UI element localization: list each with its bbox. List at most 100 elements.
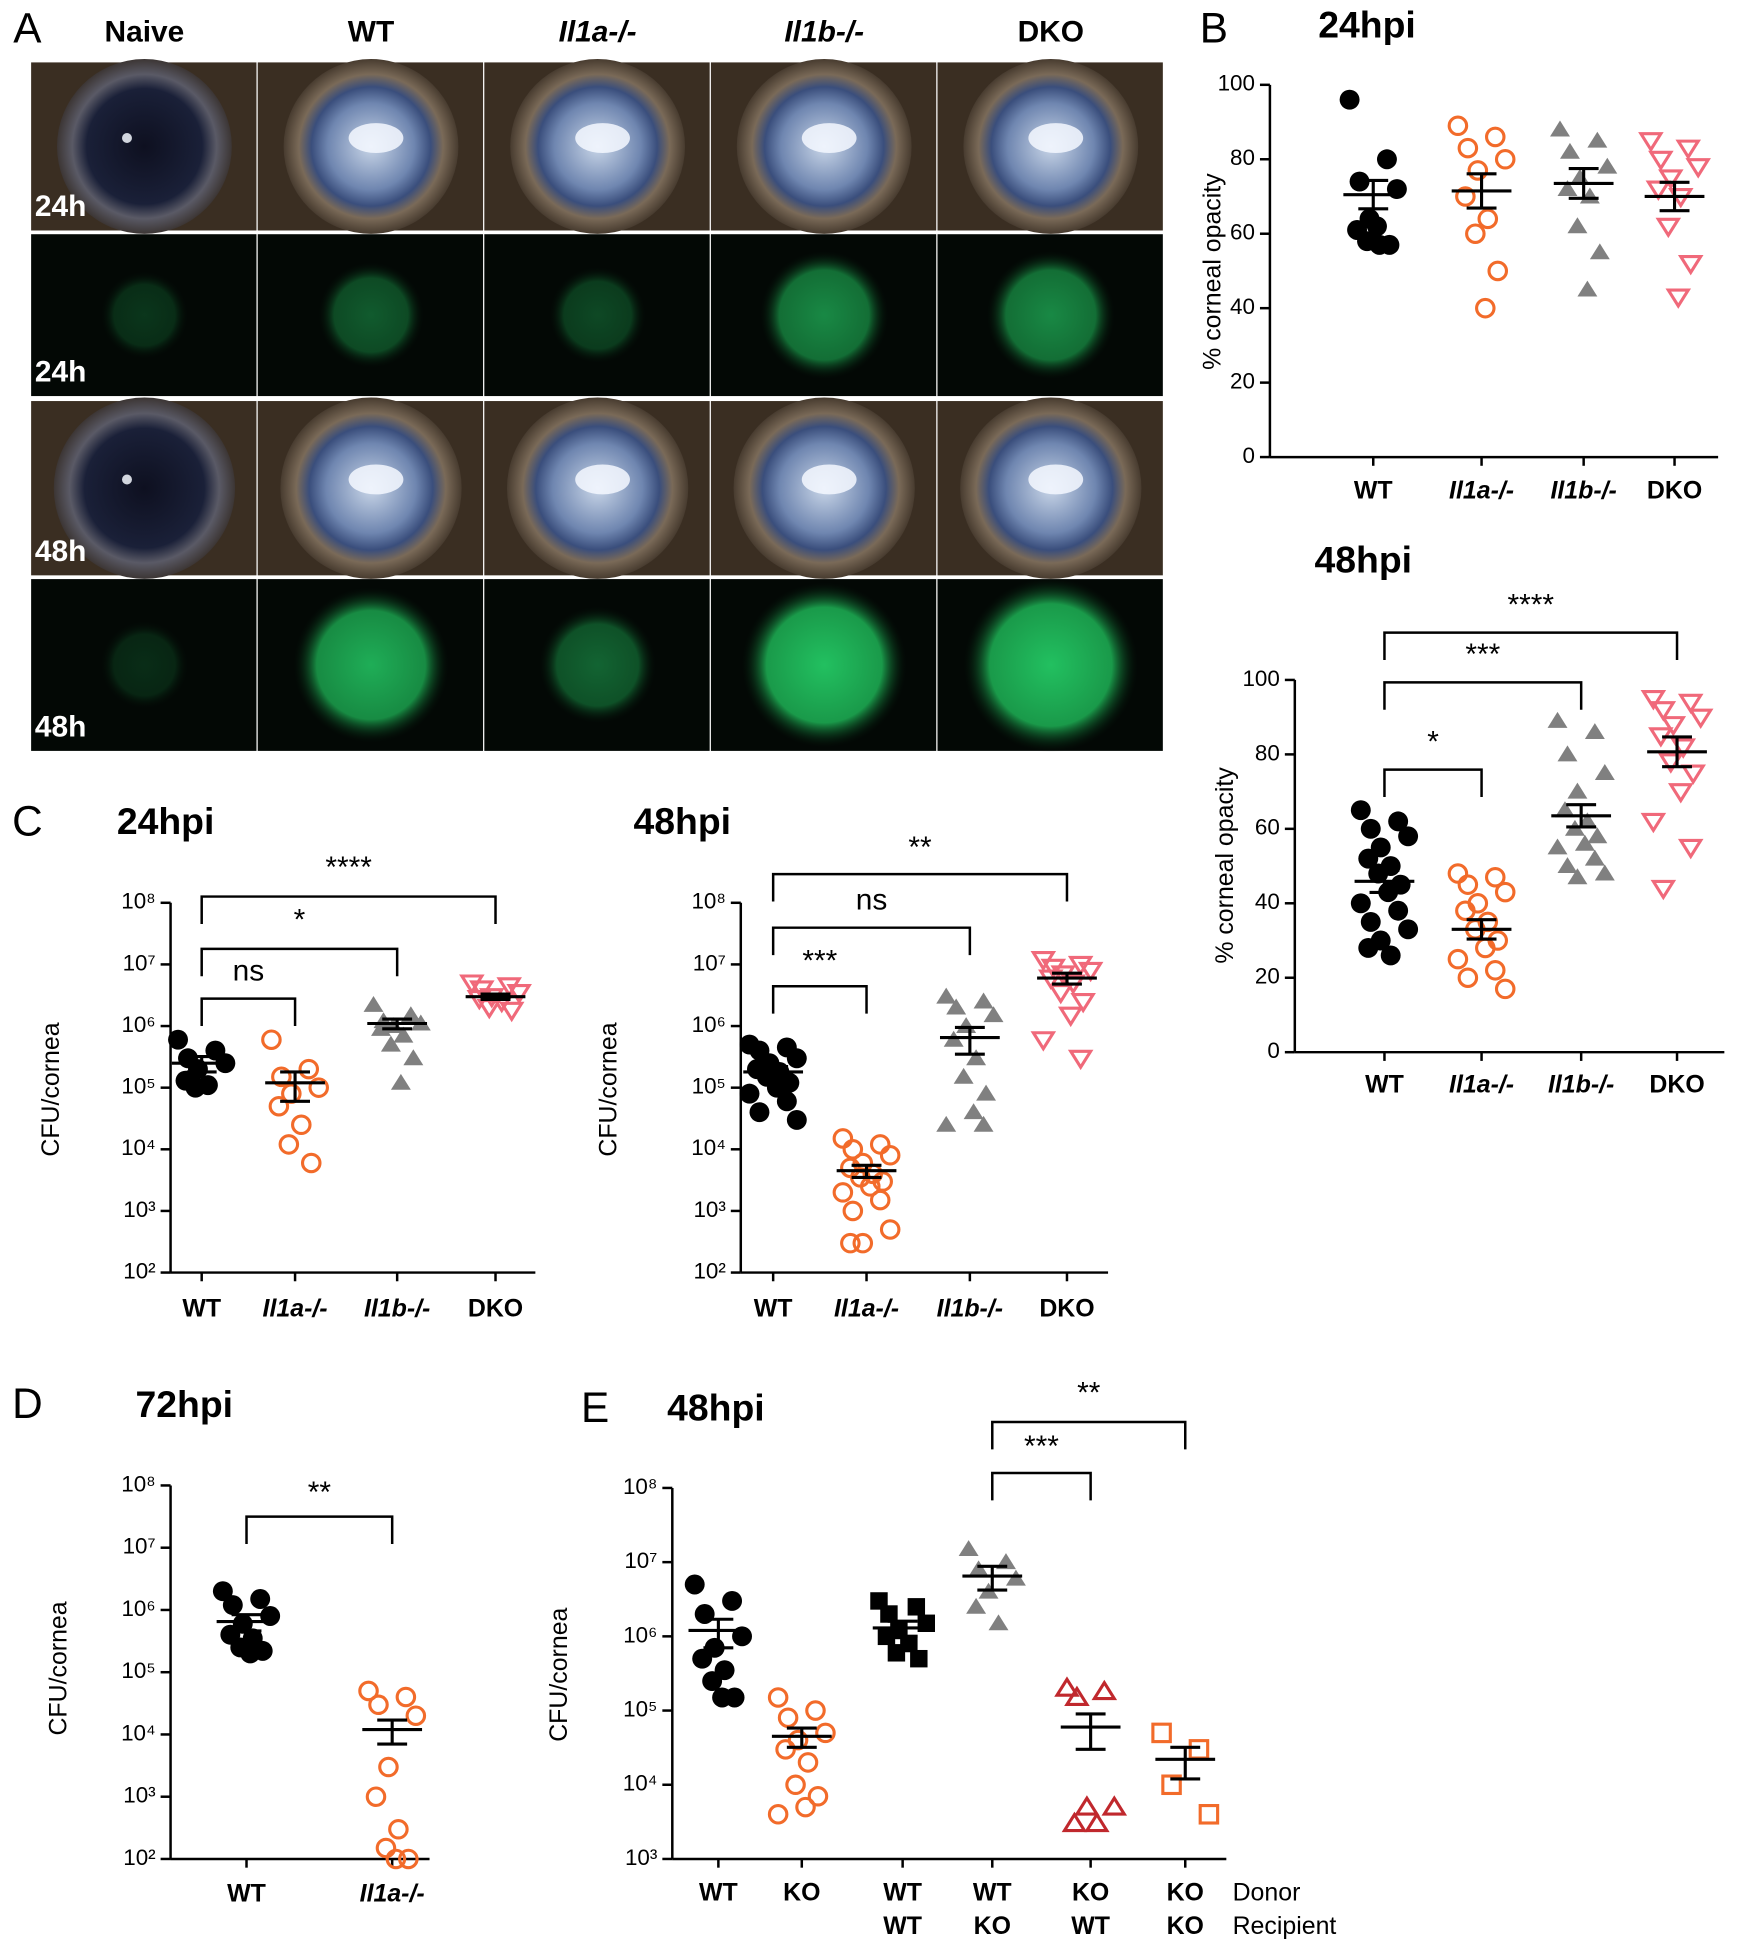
significance-bracket <box>200 895 497 924</box>
point <box>973 1115 994 1132</box>
y-tick-label: 60 <box>1255 815 1280 840</box>
point <box>358 1680 379 1702</box>
point <box>1547 711 1568 728</box>
point <box>268 1095 290 1117</box>
x-tick-label: WT <box>973 1878 1012 1906</box>
point <box>1465 223 1486 244</box>
fluorescence <box>549 266 646 364</box>
point <box>852 1232 874 1254</box>
point <box>1594 764 1615 780</box>
point <box>393 1026 414 1043</box>
row-label: 24h <box>35 190 86 223</box>
point <box>1557 180 1578 197</box>
y-tick-label: 100 <box>1218 71 1255 96</box>
y-tick-label: 10⁵ <box>623 1696 657 1721</box>
significance-label: *** <box>1024 1430 1059 1463</box>
error-bar <box>382 1017 413 1031</box>
significance-bracket <box>771 926 972 956</box>
fluorescence <box>100 271 189 359</box>
chart: B 24hpi % corneal opacity 0 20 40 60 80 100 WT Il1… <box>1198 3 1719 505</box>
y-tick-label: 10⁶ <box>623 1622 657 1647</box>
significance-label: ** <box>308 1476 332 1509</box>
error-bar <box>977 1564 1008 1592</box>
point <box>1494 881 1516 903</box>
point <box>300 1152 322 1174</box>
fluorescence <box>963 577 1139 753</box>
x-tick-label: DKO <box>1039 1294 1094 1322</box>
significance-bracket <box>1383 631 1679 661</box>
point <box>1494 148 1516 170</box>
point <box>1091 1679 1118 1701</box>
point <box>869 1134 891 1155</box>
point <box>767 1804 789 1825</box>
column-header: Naive <box>105 16 185 49</box>
y-axis-label: % corneal opacity <box>1211 767 1239 964</box>
significance-label: ** <box>908 831 932 864</box>
point <box>767 1687 789 1708</box>
point <box>1555 801 1575 818</box>
panel-label: B <box>1200 4 1228 51</box>
point <box>1455 900 1476 922</box>
y-tick-label: 10⁴ <box>691 1135 726 1160</box>
chart-title: 48hpi <box>1315 539 1413 581</box>
point <box>1560 142 1580 159</box>
error-bar <box>1075 1712 1106 1751</box>
significance-bracket <box>200 997 297 1027</box>
panel-label: E <box>581 1384 609 1431</box>
point <box>712 1687 733 1708</box>
error-bar <box>1052 971 1082 986</box>
point <box>1638 132 1664 153</box>
point <box>405 1705 427 1726</box>
point <box>1447 115 1469 137</box>
error-bar <box>186 1054 217 1074</box>
point <box>1350 893 1371 914</box>
point <box>749 1102 770 1123</box>
point <box>775 1739 796 1760</box>
y-tick-label: 10⁷ <box>123 1534 156 1559</box>
point <box>388 1818 409 1840</box>
error-bar <box>231 1613 262 1633</box>
point <box>1067 955 1094 977</box>
y-tick-label: 10⁸ <box>121 1471 155 1496</box>
x-tick-label: DKO <box>1649 1070 1704 1098</box>
significance-label: ns <box>233 954 265 987</box>
error-bar <box>1568 167 1599 200</box>
point <box>1640 812 1667 834</box>
y-tick-label: 10⁶ <box>121 1596 155 1621</box>
point <box>1030 1031 1057 1052</box>
point <box>1587 131 1608 148</box>
point <box>1475 297 1496 319</box>
error-bar <box>887 1619 918 1638</box>
point <box>506 983 532 1005</box>
fluorescence <box>100 621 189 709</box>
chart-title: 72hpi <box>135 1383 233 1425</box>
point <box>815 1722 836 1744</box>
point <box>278 1134 300 1155</box>
point <box>807 1785 829 1807</box>
y-tick-label: 10⁴ <box>121 1135 156 1160</box>
chart: 48hpi % corneal opacity 0 20 40 60 80 100 WT Il1a… <box>1211 539 1725 1098</box>
point <box>1339 89 1360 110</box>
point <box>1457 967 1479 989</box>
reflection <box>122 133 132 144</box>
error-bar <box>377 1718 408 1746</box>
column-header: Il1a-/- <box>559 16 637 49</box>
fluorescence <box>986 251 1115 380</box>
point <box>1477 208 1499 230</box>
y-tick-label: 10³ <box>693 1197 726 1222</box>
significance-bracket <box>1383 768 1483 797</box>
point <box>1577 280 1598 297</box>
point <box>1589 243 1610 260</box>
row-label: 24h <box>35 356 86 389</box>
significance-bracket <box>245 1515 394 1544</box>
x-tick-label-recipient: KO <box>1167 1912 1204 1940</box>
eye <box>57 59 232 234</box>
point <box>1061 1811 1088 1833</box>
point <box>1077 961 1104 983</box>
point <box>797 1752 819 1773</box>
point <box>1687 708 1714 730</box>
point <box>1665 288 1692 309</box>
point <box>1484 960 1506 981</box>
y-axis-label: CFU/cornea <box>595 1022 623 1156</box>
point <box>1074 1795 1100 1816</box>
